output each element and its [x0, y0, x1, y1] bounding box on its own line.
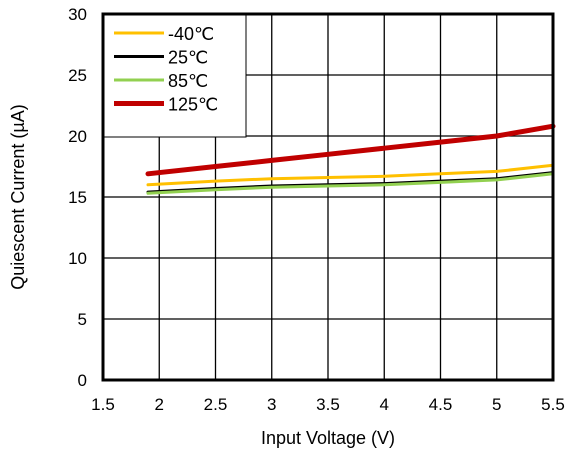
y-tick-label: 5 — [78, 310, 87, 329]
y-tick-label: 15 — [68, 188, 87, 207]
y-axis-title: Quiescent Current (µA) — [8, 104, 28, 289]
x-tick-label: 2.5 — [204, 395, 228, 414]
x-tick-label: 2 — [155, 395, 164, 414]
x-tick-label: 4.5 — [429, 395, 453, 414]
legend-label-2: 85℃ — [168, 71, 208, 91]
series-line-3 — [145, 123, 556, 177]
x-tick-label: 5.5 — [541, 395, 565, 414]
plot-frame — [101, 12, 555, 382]
y-tick-label: 25 — [68, 66, 87, 85]
series-line-2 — [146, 172, 555, 195]
legend-label-0: -40℃ — [168, 24, 214, 44]
x-tick-label: 4 — [380, 395, 389, 414]
x-tick-labels: 1.5 2 2.5 3 3.5 4 4.5 5 5.5 — [91, 395, 565, 414]
x-tick-label: 1.5 — [91, 395, 115, 414]
legend: -40℃ 25℃ 85℃ 125℃ — [103, 14, 247, 138]
x-tick-label: 3 — [267, 395, 276, 414]
y-tick-labels: 0 5 10 15 20 25 30 — [68, 5, 87, 390]
x-tick-label: 3.5 — [316, 395, 340, 414]
y-tick-label: 20 — [68, 127, 87, 146]
series-lines — [145, 123, 556, 195]
legend-label-1: 25℃ — [168, 48, 208, 68]
y-tick-label: 30 — [68, 5, 87, 24]
y-tick-label: 10 — [68, 249, 87, 268]
x-tick-label: 5 — [492, 395, 501, 414]
series-line-0 — [146, 163, 555, 187]
legend-box — [103, 14, 247, 138]
legend-label-3: 125℃ — [168, 95, 218, 115]
y-tick-label: 0 — [78, 371, 87, 390]
x-axis-title: Input Voltage (V) — [261, 428, 395, 448]
